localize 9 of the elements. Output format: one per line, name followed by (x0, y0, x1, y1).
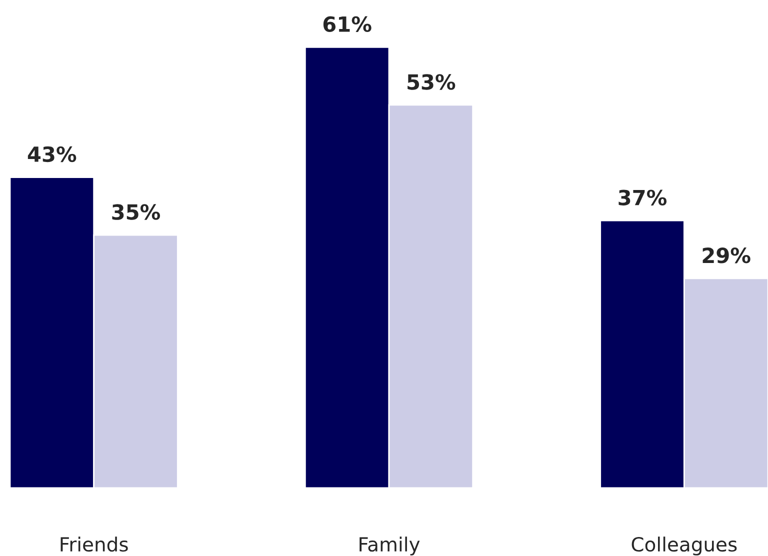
data-label: 53% (408, 74, 456, 90)
data-label: 35% (112, 204, 160, 220)
x-tick-label: Colleagues (632, 536, 737, 556)
x-tick-label: Friends (60, 536, 128, 552)
data-label: 61% (323, 16, 372, 32)
x-tick-label: Family (360, 536, 420, 556)
data-label: 37% (618, 190, 667, 206)
data-label: 43% (28, 146, 76, 162)
data-label: 29% (702, 248, 750, 264)
